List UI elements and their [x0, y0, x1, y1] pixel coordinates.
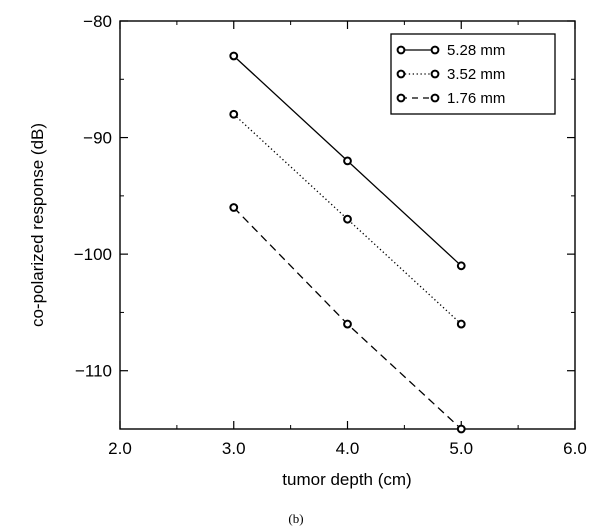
legend-marker — [430, 69, 440, 79]
y-tick-label: −100 — [74, 245, 112, 264]
legend-marker — [396, 93, 406, 103]
x-tick-label: 6.0 — [563, 439, 587, 458]
y-tick-label: −80 — [83, 12, 112, 31]
y-tick-label: −90 — [83, 129, 112, 148]
data-point — [343, 214, 352, 224]
legend-label: 5.28 mm — [447, 42, 505, 59]
y-tick-label: −110 — [75, 362, 112, 381]
legend-label: 3.52 mm — [447, 66, 505, 83]
data-point — [456, 261, 466, 271]
data-point — [229, 203, 239, 212]
x-tick-label: 4.0 — [336, 439, 360, 458]
data-point — [229, 51, 239, 61]
series-line-1 — [233, 113, 462, 325]
x-tick-label: 3.0 — [222, 439, 246, 458]
legend-marker — [430, 93, 440, 103]
y-axis-label: co-polarized response (dB) — [28, 123, 47, 327]
legend-marker — [396, 45, 406, 55]
data-point — [229, 109, 239, 119]
legend-marker — [396, 69, 406, 79]
series-group — [229, 51, 466, 434]
legend-box — [390, 33, 556, 115]
figure-caption: (b) — [288, 511, 303, 526]
data-point — [343, 319, 352, 329]
x-tick-label: 2.0 — [108, 439, 132, 458]
x-tick-label: 5.0 — [449, 439, 473, 458]
series-line-2 — [233, 207, 462, 430]
legend: 5.28 mm 3.52 mm 1.76 mm — [390, 33, 556, 115]
legend-label: 1.76 mm — [447, 90, 505, 107]
data-point — [456, 424, 466, 434]
legend-marker — [430, 45, 440, 55]
x-axis-label: tumor depth (cm) — [282, 470, 411, 489]
data-point — [343, 156, 352, 166]
data-point — [456, 319, 466, 329]
